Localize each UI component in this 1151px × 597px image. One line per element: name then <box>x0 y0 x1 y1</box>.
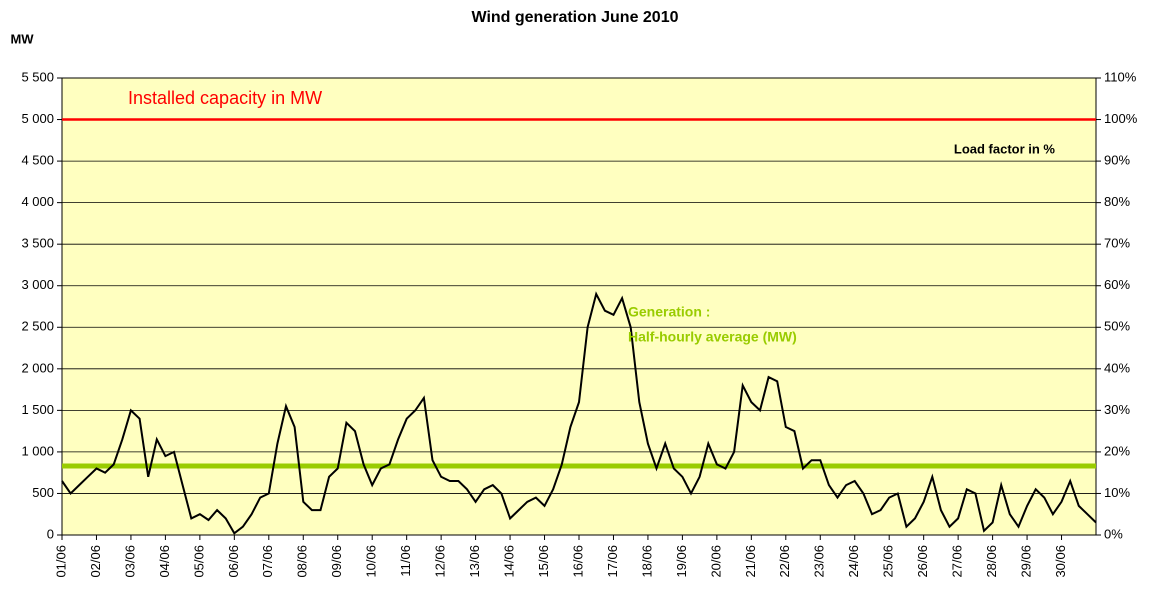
x-tick-label: 28/06 <box>984 545 999 578</box>
plot-area <box>61 77 1097 536</box>
y-tick-label: 5 000 <box>21 111 54 126</box>
y2-tick-label: 70% <box>1104 236 1130 251</box>
y2-tick-label: 90% <box>1104 153 1130 168</box>
x-tick-label: 05/06 <box>191 545 206 578</box>
x-tick-label: 23/06 <box>812 545 827 578</box>
y2-tick-label: 20% <box>1104 443 1130 458</box>
y-tick-label: 1 000 <box>21 443 54 458</box>
x-tick-label: 15/06 <box>536 545 551 578</box>
y2-tick-label: 60% <box>1104 277 1130 292</box>
x-tick-label: 26/06 <box>915 545 930 578</box>
x-tick-label: 30/06 <box>1053 545 1068 578</box>
x-tick-label: 10/06 <box>364 545 379 578</box>
y2-tick-label: 100% <box>1104 111 1138 126</box>
y-tick-label: 3 500 <box>21 236 54 251</box>
annotation: Load factor in % <box>954 141 1056 156</box>
annotation: Installed capacity in MW <box>128 88 322 108</box>
y-tick-label: 500 <box>32 485 54 500</box>
y2-tick-label: 10% <box>1104 485 1130 500</box>
y2-tick-label: 0% <box>1104 526 1123 541</box>
line-series <box>61 291 1097 535</box>
y-tick-label: 1 500 <box>21 402 54 417</box>
x-tick-label: 18/06 <box>639 545 654 578</box>
x-tick-label: 03/06 <box>122 545 137 578</box>
x-tick-label: 01/06 <box>53 545 68 578</box>
x-tick-label: 17/06 <box>605 545 620 578</box>
x-tick-label: 09/06 <box>329 545 344 578</box>
x-tick-label: 19/06 <box>674 545 689 578</box>
x-tick-label: 22/06 <box>777 545 792 578</box>
x-tick-label: 16/06 <box>570 545 585 578</box>
chart-title: Wind generation June 2010 <box>471 9 678 26</box>
x-tick-label: 21/06 <box>743 545 758 578</box>
y2-tick-label: 110% <box>1104 69 1137 84</box>
y-tick-label: 3 000 <box>21 277 54 292</box>
y-tick-label: 4 500 <box>21 153 54 168</box>
x-tick-label: 07/06 <box>260 545 275 578</box>
x-tick-label: 27/06 <box>950 545 965 578</box>
x-tick-label: 04/06 <box>157 545 172 578</box>
y-axis-label: MW <box>10 31 34 46</box>
x-tick-label: 08/06 <box>295 545 310 578</box>
y-tick-label: 5 500 <box>21 69 54 84</box>
y2-tick-label: 30% <box>1104 402 1130 417</box>
x-tick-label: 29/06 <box>1019 545 1034 578</box>
x-tick-label: 20/06 <box>708 545 723 578</box>
x-tick-label: 12/06 <box>433 545 448 578</box>
x-tick-label: 14/06 <box>502 545 517 578</box>
y-tick-label: 2 000 <box>21 360 54 375</box>
x-tick-label: 24/06 <box>846 545 861 578</box>
annotation: Generation : <box>628 304 710 320</box>
y-tick-label: 2 500 <box>21 319 54 334</box>
x-tick-label: 11/06 <box>398 545 413 577</box>
x-tick-label: 02/06 <box>88 545 103 578</box>
y2-tick-label: 50% <box>1104 319 1130 334</box>
annotation: Half-hourly average (MW) <box>628 329 797 345</box>
x-tick-label: 13/06 <box>467 545 482 578</box>
y-tick-label: 0 <box>47 526 54 541</box>
y2-tick-label: 80% <box>1104 194 1130 209</box>
y2-tick-label: 40% <box>1104 360 1130 375</box>
x-tick-label: 25/06 <box>881 545 896 578</box>
y-tick-label: 4 000 <box>21 194 54 209</box>
x-tick-label: 06/06 <box>226 545 241 578</box>
